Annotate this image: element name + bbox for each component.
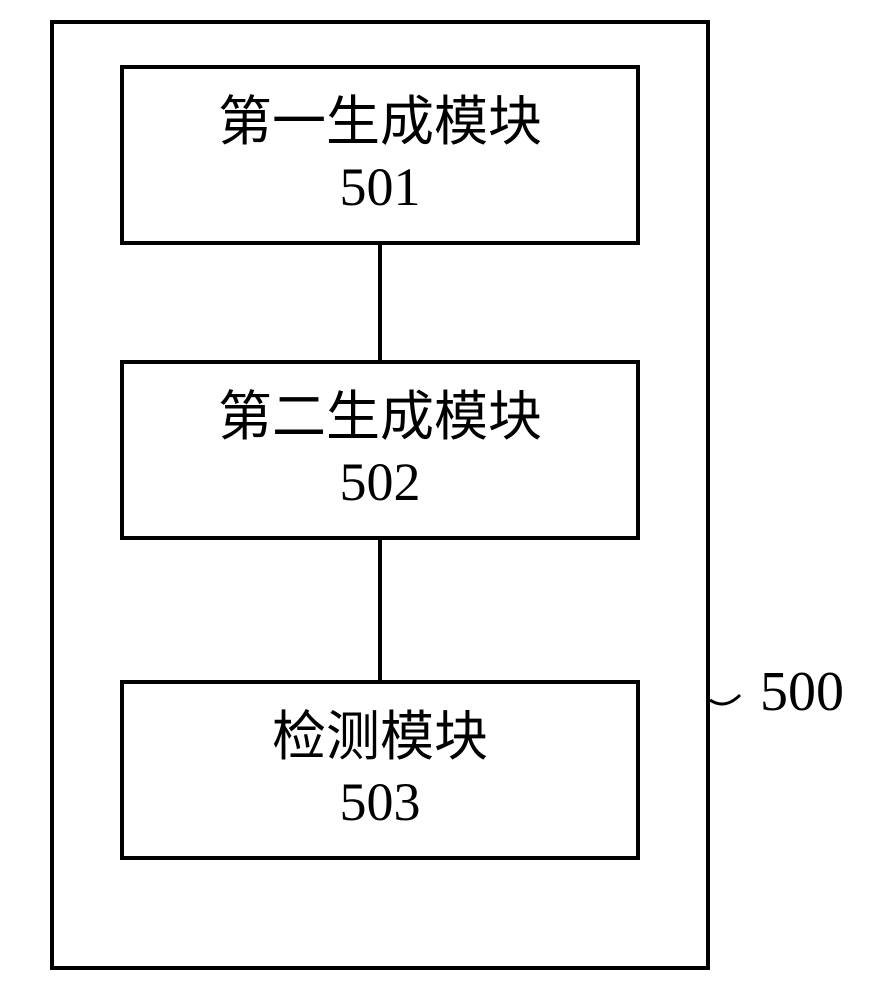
connector-1-2 bbox=[378, 245, 382, 360]
module-box-1: 第一生成模块 501 bbox=[120, 65, 640, 245]
module-1-title: 第一生成模块 bbox=[218, 90, 542, 155]
connector-2-3 bbox=[378, 540, 382, 680]
module-1-number: 501 bbox=[340, 155, 421, 220]
module-box-3: 检测模块 503 bbox=[120, 680, 640, 860]
module-2-number: 502 bbox=[340, 450, 421, 515]
leader-path bbox=[710, 695, 740, 704]
module-3-title: 检测模块 bbox=[272, 705, 488, 770]
module-3-number: 503 bbox=[340, 770, 421, 835]
outer-label-500: 500 bbox=[760, 660, 844, 724]
module-2-title: 第二生成模块 bbox=[218, 385, 542, 450]
module-box-2: 第二生成模块 502 bbox=[120, 360, 640, 540]
